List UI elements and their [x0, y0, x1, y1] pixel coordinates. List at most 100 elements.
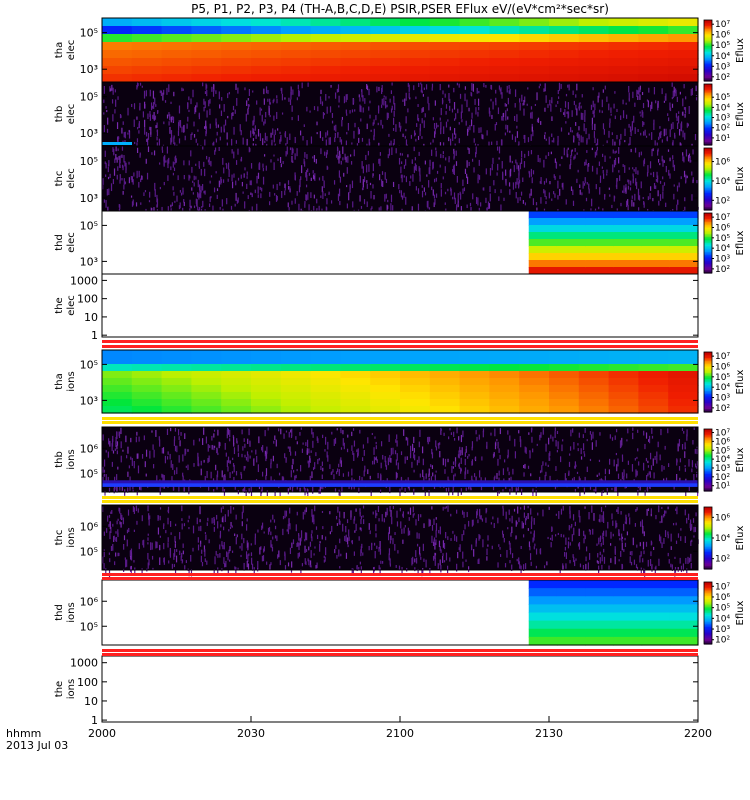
- heatmap-cell: [551, 116, 553, 121]
- heatmap-cell: [419, 174, 421, 182]
- heatmap-cell: [237, 87, 239, 94]
- heatmap-cell: [519, 34, 550, 43]
- heatmap-cell: [131, 42, 163, 51]
- heatmap-cell: [307, 192, 309, 200]
- heatmap-cell: [319, 131, 321, 139]
- colorbar-tick-label: 10⁴: [715, 383, 730, 393]
- heatmap-cell: [478, 106, 480, 111]
- heatmap-cell: [493, 452, 495, 457]
- heatmap-cell: [370, 385, 401, 393]
- heatmap-cell: [518, 173, 520, 181]
- heatmap-cell: [310, 357, 341, 365]
- colorbar-segment: [704, 74, 712, 78]
- heatmap-cell: [672, 523, 675, 526]
- heatmap-cell: [514, 103, 516, 108]
- heatmap-cell: [358, 94, 360, 98]
- heatmap-cell: [159, 544, 161, 551]
- heatmap-cell: [545, 155, 547, 159]
- heatmap-cell: [200, 540, 202, 545]
- heatmap-cell: [537, 154, 539, 163]
- heatmap-cell: [330, 200, 333, 204]
- heatmap-cell: [641, 211, 671, 219]
- heatmap-cell: [459, 392, 490, 400]
- heatmap-cell: [370, 490, 372, 497]
- colorbar-segment: [704, 622, 712, 625]
- heatmap-cell: [130, 175, 132, 180]
- heatmap-cell: [676, 506, 678, 515]
- heatmap-cell: [589, 529, 591, 535]
- heatmap-cell: [147, 533, 149, 536]
- heatmap-cell: [213, 187, 216, 193]
- heatmap-cell: [353, 485, 355, 490]
- heatmap-cell: [236, 438, 238, 443]
- heatmap-cell: [320, 148, 322, 155]
- heatmap-cell: [509, 435, 511, 441]
- heatmap-cell: [400, 18, 431, 27]
- colorbar-segment: [704, 484, 712, 487]
- heatmap-cell: [564, 109, 566, 118]
- heatmap-cell: [313, 194, 315, 199]
- heatmap-cell: [446, 565, 449, 574]
- heatmap-cell: [153, 112, 155, 120]
- heatmap-cell: [664, 530, 667, 538]
- x-tick-label: 2200: [684, 727, 712, 740]
- heatmap-cell: [569, 542, 571, 546]
- heatmap-cell: [338, 105, 340, 108]
- heatmap-cell: [270, 476, 272, 481]
- heatmap-cell: [643, 531, 645, 537]
- heatmap-cell: [508, 471, 510, 476]
- heatmap-cell: [230, 521, 232, 527]
- heatmap-cell: [107, 206, 109, 211]
- heatmap-cell: [470, 488, 472, 491]
- heatmap-cell: [248, 146, 250, 153]
- heatmap-cell: [579, 491, 581, 497]
- heatmap-cell: [458, 436, 460, 441]
- colorbar-segment: [704, 531, 712, 534]
- heatmap-cell: [621, 540, 623, 543]
- heatmap-cell: [255, 449, 257, 455]
- heatmap-cell: [525, 563, 527, 570]
- colorbar-segment: [704, 605, 712, 608]
- colorbar-tick-label: 10⁷: [715, 429, 730, 439]
- colorbar-segment: [704, 533, 712, 536]
- heatmap-cell: [221, 199, 223, 207]
- heatmap-cell: [325, 94, 327, 101]
- heatmap-cell: [519, 42, 550, 51]
- heatmap-cell: [151, 542, 153, 550]
- heatmap-cell: [623, 548, 625, 552]
- heatmap-cell: [557, 141, 559, 149]
- heatmap-cell: [480, 127, 482, 133]
- heatmap-cell: [447, 119, 449, 122]
- heatmap-cell: [408, 84, 410, 92]
- heatmap-cell: [470, 119, 473, 127]
- heatmap-cell: [394, 103, 396, 111]
- heatmap-cell: [169, 126, 171, 134]
- heatmap-cell: [310, 450, 312, 453]
- heatmap-cell: [233, 447, 236, 455]
- heatmap-cell: [635, 509, 637, 512]
- heatmap-cell: [292, 160, 294, 164]
- heatmap-cell: [640, 132, 642, 136]
- heatmap-cell: [397, 462, 399, 470]
- heatmap-cell: [336, 428, 338, 431]
- heatmap-cell: [222, 179, 225, 183]
- heatmap-cell: [220, 524, 222, 528]
- heatmap-cell: [151, 208, 153, 213]
- heatmap-cell: [323, 555, 325, 558]
- heatmap-cell: [376, 545, 378, 549]
- heatmap-cell: [613, 267, 643, 275]
- missing-data-stripe: [102, 345, 698, 348]
- heatmap-cell: [400, 406, 431, 414]
- heatmap-cell: [531, 111, 533, 119]
- heatmap-cell: [601, 564, 603, 571]
- colorbar-segment: [704, 174, 712, 177]
- heatmap-cell: [311, 428, 313, 435]
- colorbar-segment: [704, 143, 712, 146]
- heatmap-cell: [549, 378, 580, 386]
- colorbar-segment: [704, 108, 712, 111]
- heatmap-cell: [229, 460, 231, 464]
- heatmap-cell: [167, 542, 169, 548]
- heatmap-cell: [166, 87, 168, 95]
- heatmap-cell: [578, 510, 580, 518]
- heatmap-cell: [659, 162, 661, 166]
